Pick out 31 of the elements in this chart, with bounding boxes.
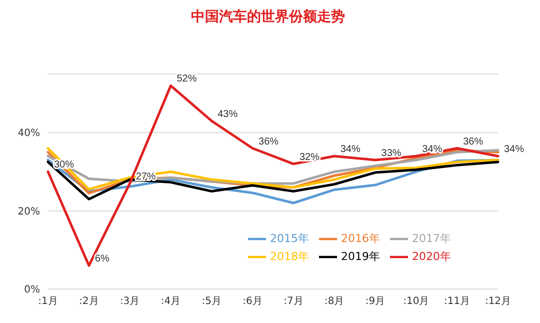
legend-label: 2019年 (341, 250, 380, 264)
legend-label: 2016年 (341, 232, 380, 246)
chart-title: 中国汽车的世界份额走势 (190, 8, 346, 27)
data-label: 6% (94, 254, 110, 265)
x-tick-label: :12月 (484, 296, 512, 308)
x-tick-label: :4月 (160, 296, 181, 308)
y-tick-label: 0% (24, 284, 40, 296)
legend-label: 2015年 (270, 232, 309, 246)
x-tick-label: :5月 (202, 296, 222, 308)
data-label: 33% (381, 148, 402, 159)
y-tick-label: 20% (18, 206, 40, 218)
line-series (46, 84, 500, 267)
x-tick-label: :9月 (365, 296, 386, 308)
legend-label: 2018年 (270, 250, 309, 264)
legend-label: 2017年 (412, 232, 451, 246)
x-tick-label: :3月 (120, 296, 140, 308)
data-label: 43% (218, 108, 238, 120)
x-tick-label: :8月 (324, 296, 344, 308)
x-tick-label: :2月 (79, 296, 99, 308)
x-tick-label: :11月 (444, 296, 470, 308)
y-tick-label: 40% (18, 128, 40, 140)
x-tick-label: :10月 (403, 296, 430, 308)
data-label: 36% (463, 136, 484, 148)
x-tick-label: :1月 (38, 296, 58, 308)
data-label: 34% (340, 144, 360, 156)
x-tick-label: :6月 (242, 296, 262, 308)
data-label: 34% (504, 144, 524, 156)
data-label: 36% (258, 136, 279, 148)
x-tick-label: :7月 (284, 296, 304, 308)
legend-label: 2020年 (412, 250, 451, 264)
data-label: 52% (176, 74, 197, 85)
